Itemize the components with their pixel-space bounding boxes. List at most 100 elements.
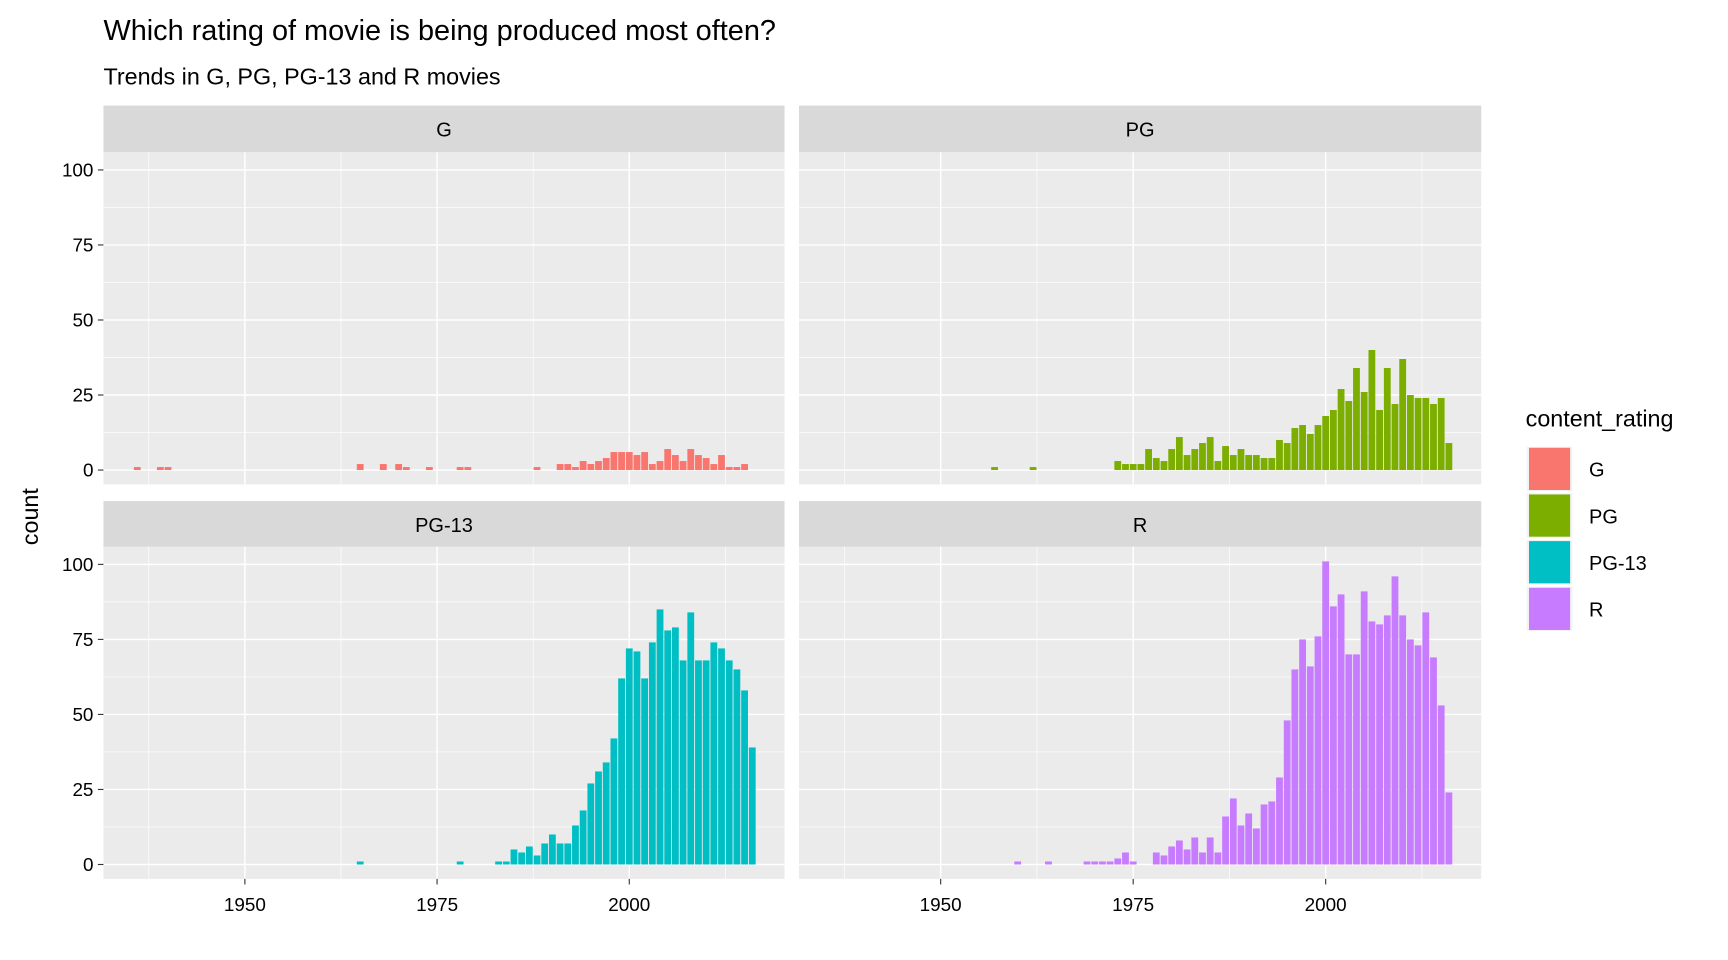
bar [625,452,633,471]
x-tick-label: 1975 [1112,895,1154,916]
bar [1222,816,1229,865]
bar [641,678,649,865]
legend-label: R [1589,600,1603,622]
bar [1129,861,1137,865]
bar [1383,368,1391,471]
legend-swatch [1529,541,1571,584]
legend-label: PG-13 [1589,553,1647,575]
bar [1353,368,1360,471]
bar [748,747,756,865]
bar [495,861,502,865]
bar [1391,404,1399,471]
bar [664,630,672,865]
bar [1283,720,1291,865]
bar [1445,792,1453,865]
facet-label: PG [1126,120,1155,142]
bar [1014,861,1022,865]
bar [564,843,572,865]
y-tick-label: 75 [72,236,93,257]
bar [425,467,433,471]
y-tick-label: 50 [72,705,93,726]
bar [610,452,618,471]
bar [579,810,587,865]
bar [1383,615,1391,865]
bar [133,467,141,471]
bar [502,861,510,865]
bar [541,843,549,865]
bar [1283,443,1291,471]
chart-title: Which rating of movie is being produced … [103,15,776,47]
bar [1268,458,1276,471]
bar [1237,449,1245,471]
bar [587,464,595,471]
bar [456,861,464,865]
bar [1098,861,1106,865]
bar [1276,440,1283,471]
bar [1414,645,1422,865]
bar [1122,464,1129,471]
bar [1399,358,1407,471]
panel-background [103,152,785,485]
bar [1368,621,1376,865]
bar [1260,458,1268,471]
y-tick-label: 100 [62,161,93,182]
bar [395,464,403,471]
bar [602,458,610,471]
bar [733,467,741,471]
bar [1229,455,1237,471]
bar [1137,464,1145,471]
y-tick-label: 100 [62,555,93,576]
bar [1183,455,1191,471]
bar [156,467,164,471]
bar [572,467,579,471]
y-tick-label: 25 [72,780,93,801]
bar [1406,639,1414,865]
facet-strip [103,501,785,547]
bar [1406,395,1414,471]
bar [379,464,387,471]
facet-strip [103,105,785,153]
bar [1437,705,1445,865]
y-tick-label: 25 [72,386,93,407]
bar [1222,446,1229,471]
bar [710,642,718,865]
bar [1291,669,1299,865]
bar [1214,852,1222,865]
bar [1252,828,1260,865]
bar [1376,624,1383,865]
bar [1160,855,1168,865]
bar [1106,861,1114,865]
bar [687,449,695,471]
legend-label: G [1589,460,1605,482]
bar [702,660,710,865]
bar [695,455,702,471]
bar [664,449,672,471]
bar [1437,398,1445,471]
bar [525,846,533,865]
legend-label: PG [1589,506,1618,528]
bar [1430,657,1437,865]
bar [1422,398,1430,471]
bar [1145,449,1152,471]
bar [1329,410,1337,471]
bar [1206,437,1214,471]
bar [1122,852,1129,865]
bar [671,627,679,865]
bar [1091,861,1099,865]
bar [618,452,625,471]
bar [1360,591,1368,865]
bar [1391,576,1399,865]
bar [1252,455,1260,471]
bar [1175,840,1183,865]
bar [610,738,618,865]
bar [1414,398,1422,471]
bar [402,467,410,471]
y-axis-label: count [17,488,43,546]
bar [456,467,464,471]
bar [1314,425,1322,471]
y-tick-label: 0 [83,855,93,876]
x-tick-label: 2000 [608,895,650,916]
bar [725,660,733,865]
bar [1360,392,1368,471]
bar [510,849,518,865]
